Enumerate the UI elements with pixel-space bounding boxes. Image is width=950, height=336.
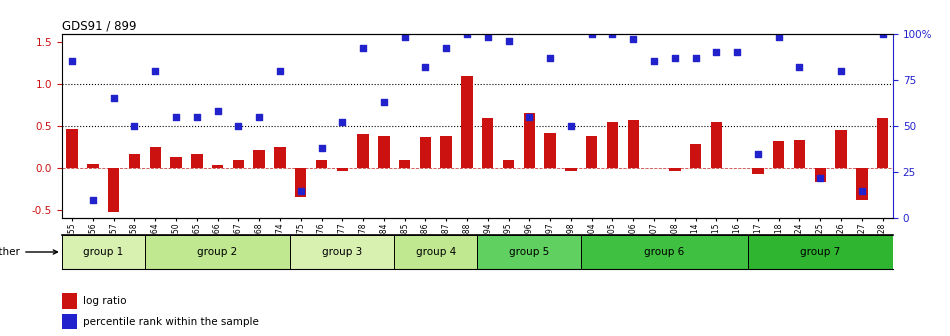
Point [584, 31, 599, 36]
Text: group 4: group 4 [416, 247, 456, 257]
Point [439, 46, 454, 51]
Bar [544, 133, 556, 168]
Point [273, 68, 288, 73]
Text: GDS91 / 899: GDS91 / 899 [62, 19, 136, 33]
Point [376, 99, 391, 105]
Point [418, 64, 433, 70]
Text: group 2: group 2 [198, 247, 238, 257]
Bar [315, 160, 327, 168]
Bar [394, 235, 477, 269]
Text: group 3: group 3 [322, 247, 362, 257]
Point [667, 55, 682, 60]
Bar [669, 168, 680, 171]
Point [397, 35, 412, 40]
Text: log ratio: log ratio [83, 296, 126, 306]
Bar [233, 160, 244, 168]
Point [646, 58, 661, 64]
Point [750, 151, 766, 157]
Bar [275, 147, 286, 168]
Bar [503, 161, 514, 168]
Point [875, 31, 890, 36]
Point [189, 114, 204, 120]
Point [355, 46, 370, 51]
Bar [814, 168, 826, 182]
Bar [773, 141, 785, 168]
Bar [586, 136, 598, 168]
Point [252, 114, 267, 120]
Bar [399, 160, 410, 168]
Point [334, 120, 350, 125]
Bar [628, 120, 639, 168]
Point [65, 58, 80, 64]
Point [147, 68, 162, 73]
Point [106, 95, 122, 101]
Bar [462, 76, 473, 168]
Text: group 5: group 5 [509, 247, 549, 257]
Bar [607, 122, 618, 168]
Bar [62, 293, 77, 308]
Bar [129, 154, 141, 168]
Bar [144, 235, 291, 269]
Bar [108, 168, 120, 212]
Point [480, 35, 495, 40]
Text: group 7: group 7 [800, 247, 841, 257]
Bar [441, 136, 452, 168]
Bar [690, 144, 701, 168]
Point [127, 123, 142, 129]
Text: group 1: group 1 [84, 247, 124, 257]
Bar [581, 235, 748, 269]
Point [294, 188, 309, 194]
Bar [254, 150, 265, 168]
Point [626, 37, 641, 42]
Point [501, 38, 516, 44]
Bar [477, 235, 581, 269]
Point [460, 31, 475, 36]
Bar [212, 165, 223, 168]
Bar [357, 134, 369, 168]
Point [688, 55, 703, 60]
Bar [482, 118, 493, 168]
Bar [748, 235, 893, 269]
Bar [856, 168, 867, 200]
Point [522, 114, 537, 120]
Bar [794, 140, 806, 168]
Bar [835, 130, 846, 168]
Bar [149, 147, 161, 168]
Point [314, 145, 329, 151]
Text: group 6: group 6 [644, 247, 685, 257]
Bar [62, 235, 144, 269]
Bar [295, 168, 307, 198]
Bar [66, 128, 78, 168]
Point [709, 49, 724, 55]
Bar [336, 168, 348, 171]
Bar [62, 314, 77, 329]
Point [210, 109, 225, 114]
Bar [752, 168, 764, 174]
Text: percentile rank within the sample: percentile rank within the sample [83, 317, 258, 327]
Text: other: other [0, 247, 57, 257]
Point [792, 64, 808, 70]
Point [542, 55, 558, 60]
Point [168, 114, 183, 120]
Point [231, 123, 246, 129]
Point [730, 49, 745, 55]
Point [605, 31, 620, 36]
Bar [378, 136, 390, 168]
Bar [291, 235, 394, 269]
Bar [711, 122, 722, 168]
Point [854, 188, 869, 194]
Point [771, 35, 787, 40]
Bar [565, 168, 577, 171]
Bar [191, 154, 202, 168]
Bar [420, 137, 431, 168]
Point [563, 123, 579, 129]
Point [86, 197, 101, 203]
Point [833, 68, 848, 73]
Bar [523, 114, 535, 168]
Bar [170, 157, 181, 168]
Bar [877, 118, 888, 168]
Point [812, 175, 827, 180]
Bar [87, 164, 99, 168]
